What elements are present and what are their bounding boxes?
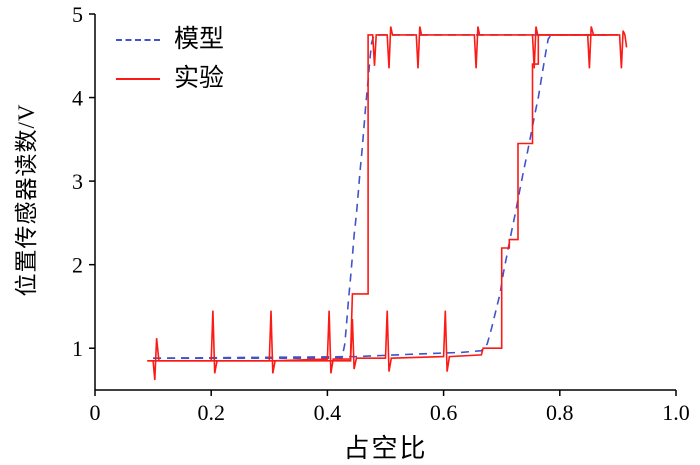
y-tick-label: 3 bbox=[72, 169, 83, 194]
series-模型 bbox=[153, 34, 607, 359]
x-tick-label: 1.0 bbox=[662, 400, 690, 425]
x-tick-label: 0.2 bbox=[197, 400, 225, 425]
legend: 模型 实验 bbox=[116, 20, 224, 98]
series-实验 bbox=[147, 26, 618, 362]
x-tick-label: 0 bbox=[90, 400, 101, 425]
x-tick-label: 0.4 bbox=[314, 400, 342, 425]
x-axis-label: 占空比 bbox=[343, 434, 428, 463]
y-tick-label: 1 bbox=[72, 336, 83, 361]
x-tick-label: 0.8 bbox=[546, 400, 574, 425]
solid-line-icon bbox=[116, 77, 160, 80]
x-tick-label: 0.6 bbox=[430, 400, 458, 425]
legend-item: 模型 bbox=[116, 20, 224, 59]
legend-label: 实验 bbox=[174, 65, 225, 92]
legend-label: 模型 bbox=[174, 26, 225, 53]
y-tick-label: 4 bbox=[72, 86, 83, 111]
series-模型 bbox=[153, 34, 607, 359]
y-axis-label: 位置传感器读数/V bbox=[14, 103, 39, 297]
dashed-line-icon bbox=[116, 38, 160, 41]
y-tick-label: 2 bbox=[72, 253, 83, 278]
y-tick-label: 5 bbox=[72, 2, 83, 27]
legend-item: 实验 bbox=[116, 59, 224, 98]
